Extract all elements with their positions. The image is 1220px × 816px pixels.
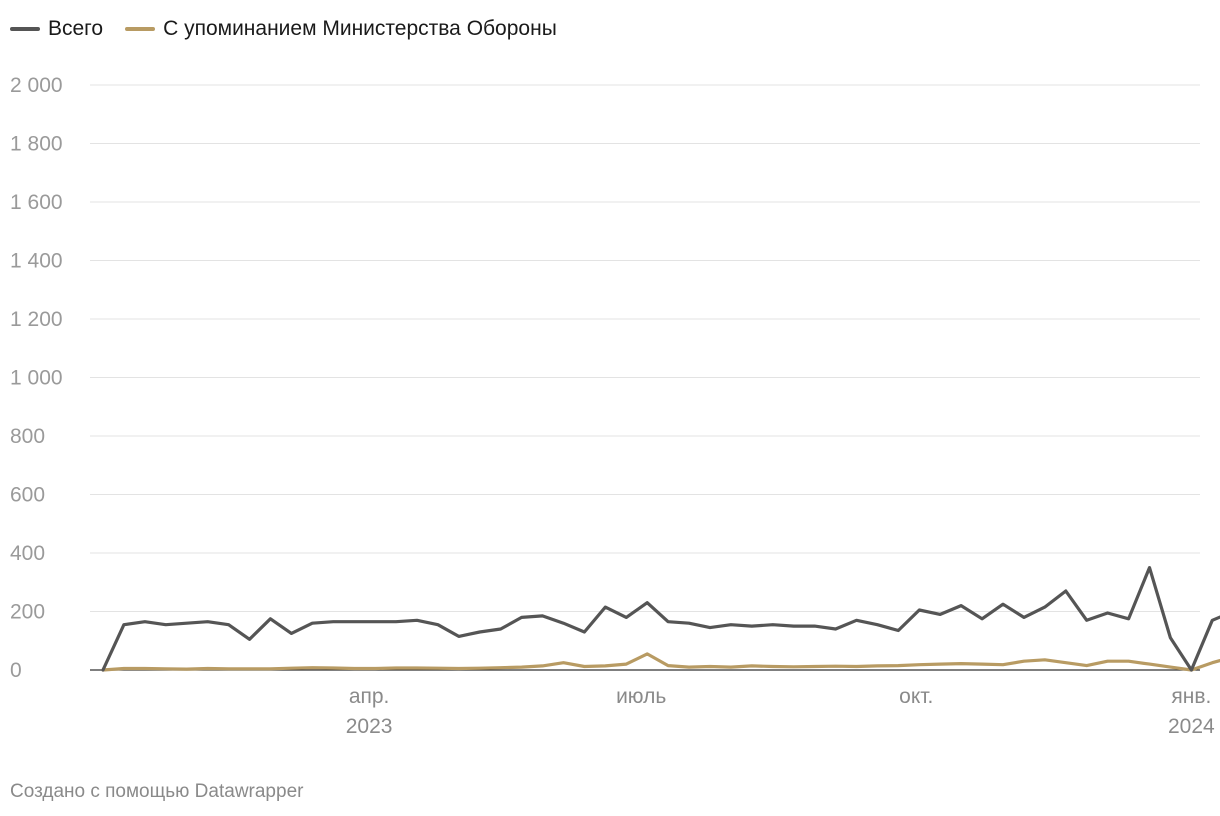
series-lines [101, 566, 1220, 672]
x-tick-year: 2023 [346, 715, 393, 738]
series-line-mod [101, 652, 1220, 672]
x-tick-year: 2024 [1168, 715, 1215, 738]
y-tick-label: 1 200 [10, 308, 63, 331]
legend-label-mod: С упоминанием Министерства Обороны [163, 17, 557, 40]
y-tick-label: 2 000 [10, 74, 63, 97]
y-tick-label: 1 600 [10, 191, 63, 214]
y-tick-label: 1 400 [10, 250, 63, 273]
chart-legend: Всего С упоминанием Министерства Обороны [10, 17, 579, 41]
y-tick-label: 1 800 [10, 133, 63, 156]
line-chart: 0 200 400 600 800 1 000 1 200 1 400 1 600 1 800 2 … [10, 74, 1220, 738]
legend-item-mod: С упоминанием Министерства Обороны [125, 17, 557, 41]
legend-item-total: Всего [10, 17, 103, 41]
x-tick-label: июль [616, 685, 666, 708]
y-tick-label: 400 [10, 542, 45, 565]
y-tick-label: 800 [10, 425, 45, 448]
y-tick-label: 200 [10, 601, 45, 624]
legend-swatch-total [10, 27, 40, 31]
y-gridlines [90, 84, 1200, 671]
y-tick-labels: 0 200 400 600 800 1 000 1 200 1 400 1 600 1 800 2 … [10, 74, 63, 682]
y-tick-label: 600 [10, 484, 45, 507]
x-tick-label: апр. [349, 685, 390, 708]
x-tick-label: янв. [1171, 685, 1211, 708]
y-tick-label: 0 [10, 659, 22, 682]
x-tick-labels: апр.2023июльокт.янв.2024апр.июльокт.янв.… [346, 685, 1215, 738]
footer-credit: Создано с помощью Datawrapper [10, 781, 304, 802]
x-tick-label: окт. [899, 685, 933, 708]
legend-swatch-mod [125, 27, 156, 31]
legend-label-total: Всего [48, 17, 104, 40]
series-line-total [101, 566, 1220, 672]
y-tick-label: 1 000 [10, 367, 63, 390]
